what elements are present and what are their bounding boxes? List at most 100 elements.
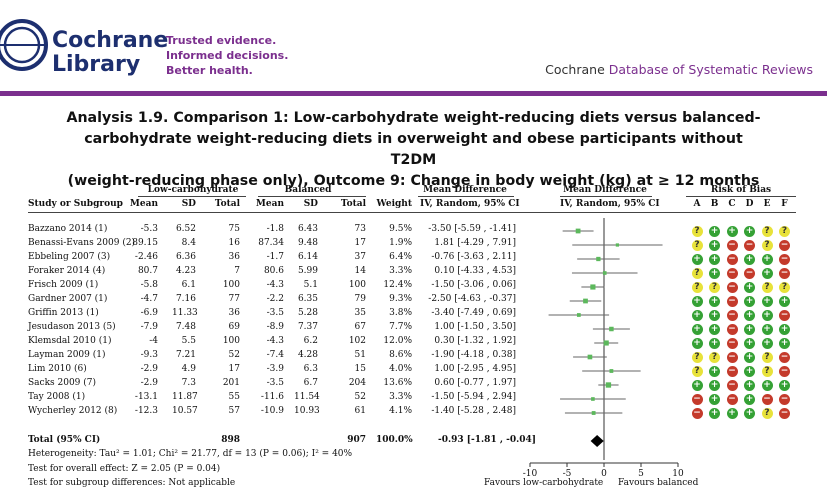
point-estimate xyxy=(603,340,609,346)
sd-low-carb: 6.1 xyxy=(181,280,196,290)
high-risk-icon: − xyxy=(779,267,790,279)
weight: 8.6% xyxy=(389,350,412,360)
title-line-1: Analysis 1.9. Comparison 1: Low-carbohyd… xyxy=(66,110,761,126)
mean-balanced: -2.2 xyxy=(266,294,284,304)
total-low-carb: 201 xyxy=(222,378,240,388)
low-risk-icon: + xyxy=(779,337,790,349)
high-risk-icon: − xyxy=(779,239,790,251)
total-balanced: 35 xyxy=(354,308,366,318)
high-risk-icon: − xyxy=(691,407,703,419)
high-risk-icon: − xyxy=(761,393,773,405)
total-low-carb: 17 xyxy=(228,364,240,374)
high-risk-icon: − xyxy=(726,295,738,307)
total-low-carb: 100 xyxy=(222,280,240,290)
low-risk-icon: + xyxy=(779,379,790,391)
low-risk-icon: + xyxy=(709,225,720,237)
sd-low-carb: 6.36 xyxy=(175,252,196,262)
database-title[interactable]: Cochrane Database of Systematic Reviews xyxy=(545,62,813,77)
point-estimate xyxy=(615,243,620,247)
tagline-line-3: Better health. xyxy=(166,64,253,77)
cochrane-logo-icon xyxy=(0,19,48,71)
total-balanced: 73 xyxy=(354,224,366,234)
study-name: Wycherley 2012 (8) xyxy=(28,406,118,416)
brand-cochrane[interactable]: Cochrane xyxy=(52,28,169,53)
database-name: Database of Systematic Reviews xyxy=(608,62,813,77)
study-name: Gardner 2007 (1) xyxy=(28,294,108,304)
high-risk-icon: − xyxy=(726,337,738,349)
header-bottom-rule xyxy=(28,212,796,213)
mean-balanced: -4.3 xyxy=(266,280,284,290)
study-name: Ebbeling 2007 (3) xyxy=(28,252,111,262)
low-risk-icon: + xyxy=(709,295,720,307)
mean-low-carb: 89.15 xyxy=(132,238,158,248)
unclear-risk-icon: ? xyxy=(691,239,703,251)
sd-balanced: 6.3 xyxy=(303,364,318,374)
sd-balanced: 5.28 xyxy=(297,308,318,318)
sd-balanced: 6.43 xyxy=(297,224,318,234)
total-label: Total (95% CI) xyxy=(28,435,101,445)
overall-effect-text: Test for overall effect: Z = 2.05 (P = 0… xyxy=(28,464,221,474)
total-balanced: 51 xyxy=(354,350,366,360)
total-low-carb: 55 xyxy=(228,392,240,402)
brand-library[interactable]: Library xyxy=(52,52,141,77)
header-rule-md xyxy=(418,196,514,197)
header-rule-balanced xyxy=(258,196,366,197)
mean-difference-ci: 0.60 [-0.77 , 1.97] xyxy=(434,378,516,388)
mean-balanced: 80.6 xyxy=(263,266,284,276)
total-low-carb: 57 xyxy=(228,406,240,416)
mean-balanced: -3.5 xyxy=(266,308,284,318)
low-risk-icon: + xyxy=(709,239,720,251)
low-risk-icon: + xyxy=(726,407,738,419)
header-rule-low-carb xyxy=(138,196,246,197)
low-risk-icon: + xyxy=(744,323,755,335)
mean-balanced: -7.4 xyxy=(266,350,284,360)
low-risk-icon: + xyxy=(691,337,703,349)
point-estimate xyxy=(605,382,612,388)
total-balanced: 14 xyxy=(354,266,366,276)
low-risk-icon: + xyxy=(779,295,790,307)
sd-low-carb: 11.33 xyxy=(172,308,198,318)
mean-difference-ci: -1.50 [-5.94 , 2.94] xyxy=(431,392,516,402)
point-estimate xyxy=(609,326,614,332)
low-risk-icon: + xyxy=(709,309,720,321)
mean-difference-ci: -0.76 [-3.63 , 2.11] xyxy=(431,252,516,262)
mean-balanced: -1.7 xyxy=(266,252,284,262)
header-mean-difference-plot: Mean Difference xyxy=(563,185,647,195)
sd-low-carb: 7.21 xyxy=(175,350,196,360)
sd-balanced: 6.14 xyxy=(297,252,318,262)
high-risk-icon: − xyxy=(726,351,738,363)
sd-low-carb: 7.16 xyxy=(175,294,196,304)
rob-letter: C xyxy=(728,199,736,209)
unclear-risk-icon: ? xyxy=(761,365,773,377)
total-balanced: 102 xyxy=(348,336,366,346)
mean-low-carb: -6.9 xyxy=(140,308,158,318)
total-low-carb: 36 xyxy=(228,308,240,318)
mean-low-carb: -4.7 xyxy=(140,294,158,304)
low-risk-icon: + xyxy=(691,323,703,335)
study-name: Griffin 2013 (1) xyxy=(28,308,99,318)
total-low-carb: 52 xyxy=(228,350,240,360)
title-line-3: (weight-reducing phase only), Outcome 9:… xyxy=(67,173,760,189)
mean-difference-ci: 0.10 [-4.33 , 4.53] xyxy=(434,266,516,276)
high-risk-icon: − xyxy=(726,253,738,265)
sd-low-carb: 8.4 xyxy=(181,238,196,248)
low-risk-icon: + xyxy=(779,323,790,335)
high-risk-icon: − xyxy=(779,309,790,321)
low-risk-icon: + xyxy=(744,365,755,377)
unclear-risk-icon: ? xyxy=(691,281,703,293)
weight: 3.3% xyxy=(389,266,412,276)
mean-low-carb: -4 xyxy=(149,336,158,346)
total-low-carb: 7 xyxy=(234,266,240,276)
sd-low-carb: 10.57 xyxy=(172,406,198,416)
unclear-risk-icon: ? xyxy=(691,267,703,279)
low-risk-icon: + xyxy=(744,225,755,237)
mean-low-carb: -7.9 xyxy=(140,322,158,332)
point-estimate xyxy=(575,228,581,234)
pooled-diamond xyxy=(590,435,604,447)
point-estimate xyxy=(587,354,593,360)
sd-low-carb: 4.23 xyxy=(175,266,196,276)
low-risk-icon: + xyxy=(744,393,755,405)
weight: 13.6% xyxy=(383,378,412,388)
study-name: Tay 2008 (1) xyxy=(28,392,86,402)
mean-difference-ci: -3.50 [-5.59 , -1.41] xyxy=(428,224,516,234)
